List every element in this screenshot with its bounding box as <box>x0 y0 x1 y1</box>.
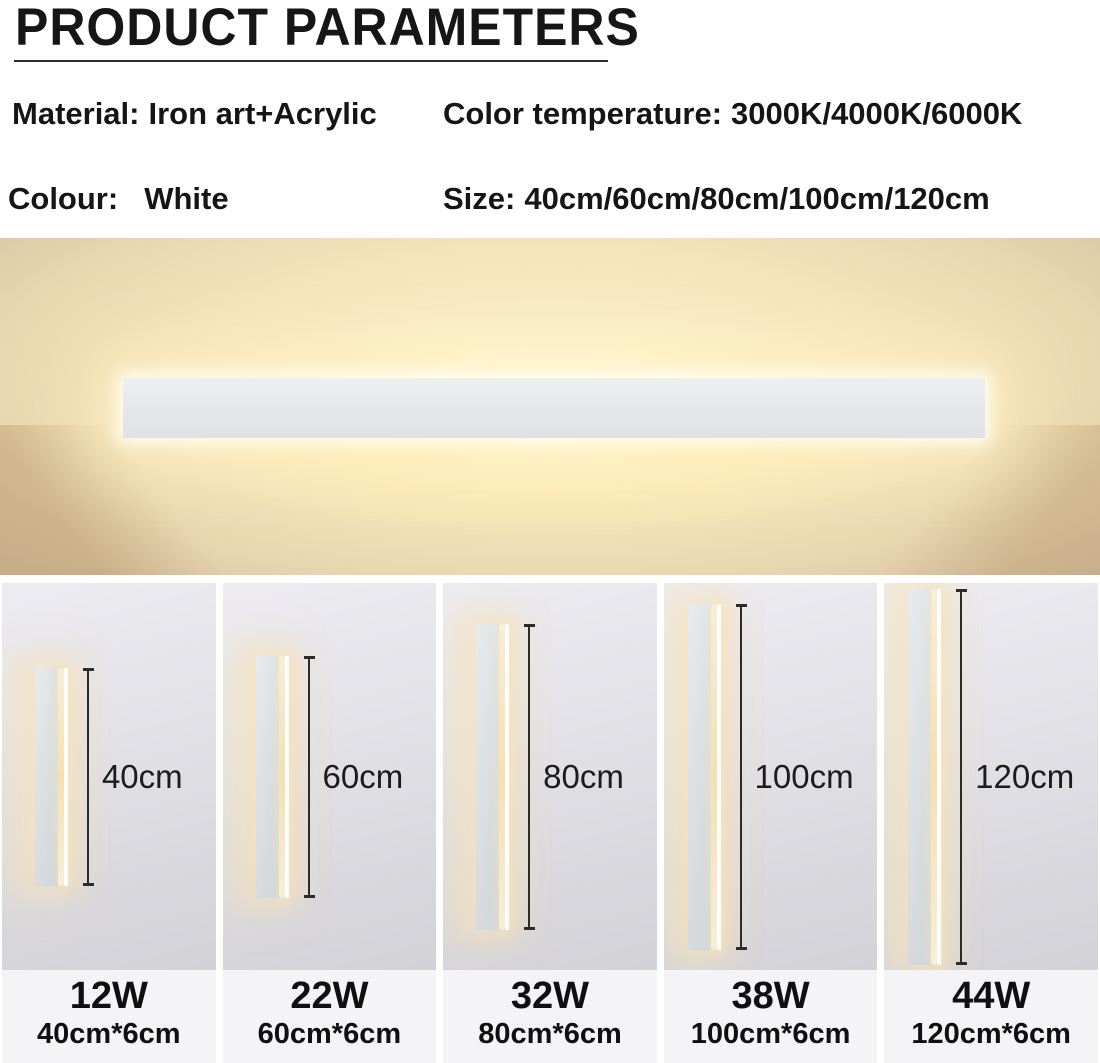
variant-caption: 22W 60cm*6cm <box>222 970 437 1063</box>
size-variant-panel-100cm: 100cm 38W 100cm*6cm <box>663 583 878 1063</box>
dimension-bracket <box>735 603 747 950</box>
spec-size-label: Size: <box>443 181 516 216</box>
wall-lamp-bar <box>123 378 985 438</box>
spec-colour: Colour: White <box>8 181 229 217</box>
shadow-wedge-right <box>830 425 1100 575</box>
spec-color-temperature-value: 3000K/4000K/6000K <box>731 96 1023 131</box>
size-dimension-label: 60cm <box>322 757 404 795</box>
spec-size-value: 40cm/60cm/80cm/100cm/120cm <box>524 181 990 216</box>
lamp-lower-glow <box>120 436 980 571</box>
lamp-backplate <box>687 603 711 950</box>
lamp-flange <box>937 588 942 965</box>
spec-material-value: Iron art+Acrylic <box>148 96 377 131</box>
lamp-backplate <box>34 667 58 886</box>
lamp-backplate <box>255 655 279 898</box>
size-variant-panel-120cm: 120cm 44W 120cm*6cm <box>884 583 1098 1063</box>
variant-caption: 12W 40cm*6cm <box>2 970 216 1063</box>
dimensions-label: 60cm*6cm <box>257 1017 402 1050</box>
lamp-glow-strip <box>710 603 717 950</box>
size-variant-panel-40cm: 40cm 12W 40cm*6cm <box>2 583 216 1063</box>
dimensions-label: 120cm*6cm <box>911 1017 1071 1050</box>
wattage-label: 32W <box>510 975 590 1017</box>
dimension-bracket <box>956 588 968 965</box>
lamp-upper-glow <box>140 288 960 383</box>
wattage-label: 44W <box>952 975 1031 1017</box>
lamp-glow-strip <box>278 655 285 898</box>
shadow-wedge-left <box>0 425 260 575</box>
page-title: PRODUCT PARAMETERS <box>15 0 640 57</box>
size-variant-panel-80cm: 80cm 32W 80cm*6cm <box>443 583 657 1063</box>
spec-color-temperature-label: Color temperature: <box>443 96 723 131</box>
variant-photo: 120cm <box>884 583 1098 970</box>
vertical-wall-lamp <box>34 667 68 886</box>
wattage-label: 38W <box>731 975 810 1017</box>
size-dimension-label: 120cm <box>975 757 1075 795</box>
spec-color-temperature: Color temperature: 3000K/4000K/6000K <box>443 96 1022 132</box>
lamp-flange <box>284 655 289 898</box>
dimensions-label: 100cm*6cm <box>690 1017 851 1050</box>
variant-caption: 38W 100cm*6cm <box>663 970 878 1063</box>
spec-colour-value: White <box>144 181 229 216</box>
lamp-glow-strip <box>499 623 506 930</box>
size-dimension-label: 100cm <box>754 757 854 795</box>
spec-material-label: Material: <box>12 96 140 131</box>
wattage-label: 12W <box>69 975 148 1017</box>
lamp-backplate <box>908 588 932 965</box>
vertical-wall-lamp <box>908 588 942 965</box>
vertical-wall-lamp <box>255 655 289 898</box>
size-variants: 40cm 12W 40cm*6cm 60cm <box>0 583 1100 1063</box>
dimension-bracket <box>82 667 94 886</box>
lamp-glow-strip <box>931 588 938 965</box>
size-dimension-label: 40cm <box>101 757 183 795</box>
variant-photo: 80cm <box>443 583 657 970</box>
wattage-label: 22W <box>290 975 369 1017</box>
title-underline <box>14 60 608 62</box>
spec-material: Material: Iron art+Acrylic <box>12 96 377 132</box>
lamp-glow-strip <box>57 667 64 886</box>
spec-colour-label: Colour: <box>8 181 119 216</box>
lamp-backplate <box>476 623 500 930</box>
lamp-flange <box>63 667 68 886</box>
size-dimension-label: 80cm <box>543 757 624 795</box>
hero-product-photo <box>0 238 1100 575</box>
dimension-bracket <box>524 623 536 930</box>
variant-caption: 44W 120cm*6cm <box>884 970 1098 1063</box>
lamp-flange <box>505 623 510 930</box>
vertical-wall-lamp <box>687 603 721 950</box>
vertical-wall-lamp <box>476 623 510 930</box>
size-variant-panel-60cm: 60cm 22W 60cm*6cm <box>222 583 437 1063</box>
dimensions-label: 80cm*6cm <box>478 1017 622 1050</box>
spec-size: Size: 40cm/60cm/80cm/100cm/120cm <box>443 181 990 217</box>
variant-photo: 40cm <box>2 583 216 970</box>
variant-photo: 60cm <box>222 583 437 970</box>
variant-caption: 32W 80cm*6cm <box>443 970 657 1063</box>
variant-photo: 100cm <box>663 583 878 970</box>
dimension-bracket <box>303 655 315 898</box>
dimensions-label: 40cm*6cm <box>37 1017 181 1050</box>
lamp-flange <box>716 603 721 950</box>
